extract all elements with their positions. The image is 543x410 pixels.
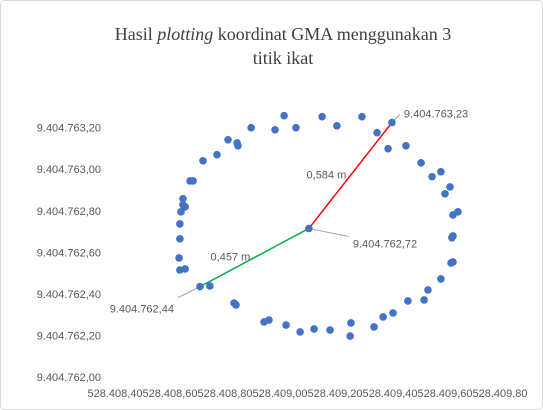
point	[206, 282, 214, 290]
point	[280, 111, 288, 120]
measurement-label: 0,457 m	[211, 251, 251, 263]
point	[437, 167, 445, 176]
title-part: plotting	[155, 24, 213, 44]
point	[175, 254, 183, 262]
x-tick-label: 528.409,20	[307, 388, 362, 400]
point	[417, 159, 425, 167]
point	[230, 299, 238, 307]
point	[384, 144, 392, 153]
point	[424, 286, 432, 294]
chart-title: Hasil plotting koordinat GMA menggunakan…	[115, 24, 451, 44]
point	[448, 234, 456, 242]
point	[389, 309, 397, 317]
point	[181, 203, 189, 211]
point	[305, 224, 313, 233]
point	[260, 318, 268, 326]
x-tick-label: 528.408,60	[142, 388, 197, 400]
point	[420, 296, 428, 304]
point	[379, 313, 387, 321]
point	[176, 235, 184, 243]
point	[234, 142, 242, 150]
point	[271, 126, 279, 134]
x-tick-label: 528.408,80	[197, 388, 252, 400]
point	[358, 112, 366, 121]
point	[176, 220, 184, 228]
point	[189, 177, 197, 185]
y-tick-label: 9.404.762,40	[37, 289, 101, 301]
point	[373, 128, 381, 137]
point	[449, 258, 457, 266]
point	[437, 275, 445, 283]
point	[388, 118, 396, 127]
point	[282, 321, 290, 329]
point	[176, 266, 184, 274]
y-tick-label: 9.404.763,00	[37, 164, 101, 176]
y-tick-label: 9.404.762,00	[37, 372, 101, 384]
point	[296, 328, 304, 336]
chart-title: titik ikat	[253, 48, 314, 68]
x-tick-label: 528.408,40	[87, 388, 142, 400]
point	[179, 194, 187, 203]
point	[404, 297, 412, 305]
measurement-line	[308, 122, 393, 229]
point	[224, 135, 232, 144]
x-tick-label: 528.409,40	[362, 388, 417, 400]
annotation-leader	[308, 227, 349, 237]
point	[346, 332, 354, 340]
measurement-line	[199, 227, 310, 288]
y-tick-label: 9.404.763,20	[37, 123, 101, 135]
point	[402, 142, 410, 150]
point	[196, 282, 204, 291]
point	[318, 112, 326, 121]
point	[326, 326, 334, 334]
point	[292, 123, 300, 132]
point	[441, 189, 449, 198]
annotation-label: 9.404.763,23	[404, 108, 468, 120]
point	[213, 150, 221, 159]
point	[428, 172, 436, 181]
point	[446, 183, 454, 191]
y-tick-label: 9.404.762,80	[37, 206, 101, 218]
point	[333, 122, 341, 130]
point	[454, 208, 462, 216]
y-tick-label: 9.404.762,60	[37, 247, 101, 259]
point	[177, 208, 185, 216]
point	[199, 156, 207, 165]
point	[370, 323, 378, 331]
y-tick-label: 9.404.762,20	[37, 330, 101, 342]
annotation-label: 9.404.762,72	[353, 238, 417, 250]
title-part: Hasil	[115, 24, 153, 44]
measurement-label: 0,584 m	[307, 169, 347, 181]
title-part: koordinat GMA menggunakan 3	[218, 24, 451, 44]
point	[310, 325, 318, 333]
x-tick-label: 528.409,60	[417, 388, 472, 400]
point	[247, 123, 255, 132]
annotation-label: 9.404.762,44	[110, 304, 174, 316]
x-tick-label: 528.409,80	[472, 388, 527, 400]
point	[347, 319, 355, 327]
x-tick-label: 528.409,00	[252, 388, 307, 400]
annotation-leader	[177, 286, 201, 299]
